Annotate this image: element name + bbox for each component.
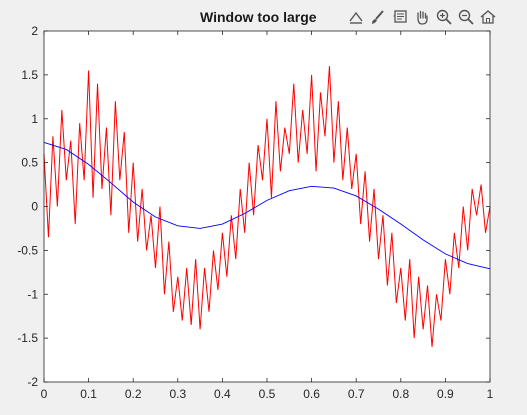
chart-title: Window too large (200, 9, 317, 25)
zoom-in-icon[interactable] (434, 7, 454, 27)
y-tick-label: 1 (31, 112, 38, 126)
x-tick-label: 0.1 (80, 387, 97, 401)
brush-icon[interactable] (368, 7, 388, 27)
x-tick-label: 1 (487, 387, 494, 401)
x-tick-label: 0 (41, 387, 48, 401)
y-tick-label: 0.5 (21, 156, 38, 170)
y-tick-label: -0.5 (17, 243, 38, 257)
x-tick-label: 0.7 (348, 387, 365, 401)
home-restore-icon[interactable] (478, 7, 498, 27)
x-axis: 0 0.1 0.2 0.3 0.4 0.5 0.6 0.7 0.8 0.9 1 (41, 31, 494, 401)
x-tick-label: 0.2 (125, 387, 142, 401)
x-tick-label: 0.8 (392, 387, 409, 401)
data-export-icon[interactable] (346, 7, 366, 27)
series-layer (43, 66, 491, 347)
pan-hand-icon[interactable] (412, 7, 432, 27)
zoom-out-icon[interactable] (456, 7, 476, 27)
y-axis: 2 1.5 1 0.5 0 -0.5 -1 -1.5 -2 (17, 24, 490, 389)
x-tick-label: 0.5 (259, 387, 276, 401)
x-tick-label: 0.6 (303, 387, 320, 401)
y-tick-label: -1.5 (17, 331, 38, 345)
y-tick-label: -2 (27, 375, 38, 389)
y-tick-label: 0 (31, 200, 38, 214)
y-tick-label: 1.5 (21, 68, 38, 82)
x-tick-label: 0.3 (169, 387, 186, 401)
noisy-signal-line[interactable] (43, 66, 491, 347)
y-tick-label: 2 (31, 24, 38, 38)
x-tick-label: 0.9 (437, 387, 454, 401)
y-tick-label: -1 (27, 287, 38, 301)
data-tips-icon[interactable] (390, 7, 410, 27)
axes-toolbar (346, 7, 498, 27)
x-tick-label: 0.4 (214, 387, 231, 401)
smoothed-signal-line[interactable] (43, 142, 491, 270)
